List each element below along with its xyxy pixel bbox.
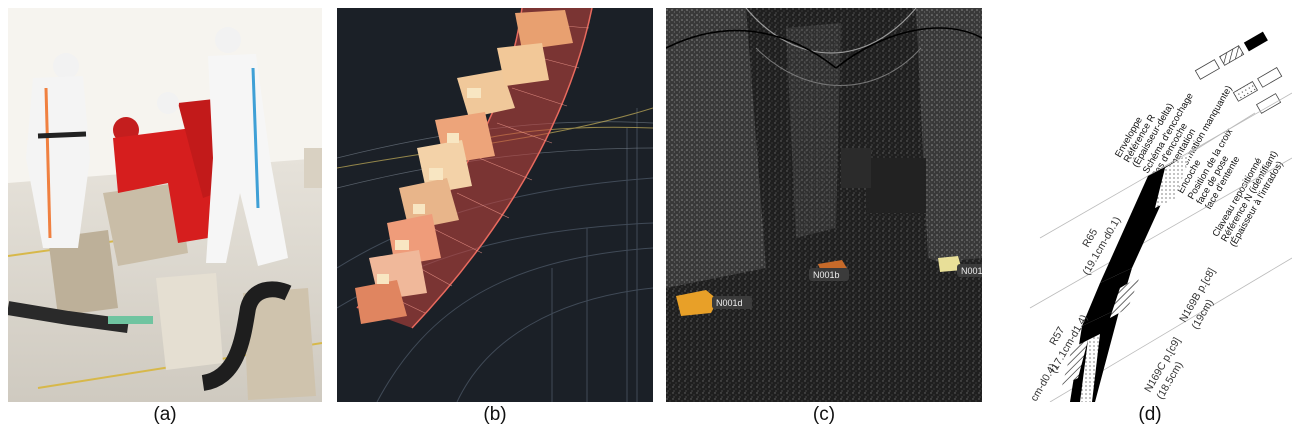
pointcloud-render: N001d N001b N001c — [666, 8, 982, 402]
render-panel-c: N001d N001b N001c — [666, 8, 982, 402]
tag-n001c: N001c — [961, 266, 982, 276]
photo-workers — [8, 8, 322, 402]
tag-n001d: N001d — [716, 298, 743, 308]
caption-d: (d) — [1138, 404, 1162, 425]
diagram-panel-d: Enveloppe Référence R (Épaisseur-delta) … — [1000, 8, 1292, 402]
render-panel-b — [337, 8, 653, 402]
caption-c: (c) — [812, 404, 836, 425]
stone-n001d — [676, 290, 718, 316]
caption-a: (a) — [153, 404, 177, 425]
caption-b: (b) — [483, 404, 507, 425]
ref-partial: cm-d0.4) — [1028, 362, 1059, 402]
photo-panel-a — [8, 8, 322, 402]
tag-n001b: N001b — [813, 270, 840, 280]
arch-render — [337, 8, 653, 402]
stone-n001c — [938, 256, 962, 272]
voussoir-diagram: Enveloppe Référence R (Épaisseur-delta) … — [1028, 31, 1292, 402]
